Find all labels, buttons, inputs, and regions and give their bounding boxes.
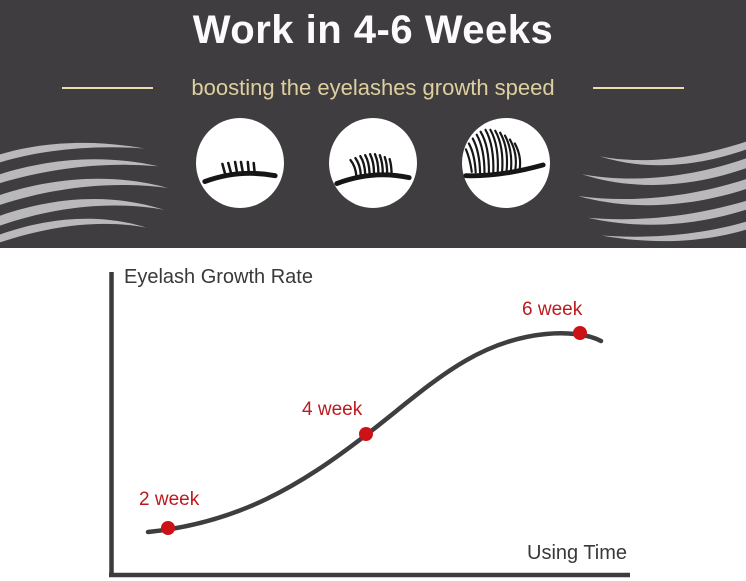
lash-stage-2-medium-icon — [329, 118, 417, 208]
growth-curve — [145, 331, 604, 535]
y-axis-title: Eyelash Growth Rate — [124, 266, 313, 288]
subtitle-rule-left — [62, 87, 154, 89]
lash-stage-1-short-icon — [196, 118, 284, 208]
subtitle-row: boosting the eyelashes growth speed — [0, 74, 746, 102]
x-axis-title: Using Time — [527, 542, 628, 564]
lash-stage-3-long-icon — [462, 118, 550, 208]
data-point-6-week — [573, 326, 587, 340]
header-banner: Work in 4-6 Weeks boosting the eyelashes… — [0, 0, 746, 248]
point-label-4-week: 4 week — [302, 399, 363, 420]
page-title: Work in 4-6 Weeks — [192, 8, 554, 52]
data-point-2-week — [161, 521, 175, 535]
lash-swoosh-right-icon — [577, 141, 746, 242]
growth-curve-plot — [109, 272, 630, 578]
lash-growth-stages — [0, 118, 746, 208]
point-label-6-week: 6 week — [522, 299, 583, 320]
subtitle-rule-right — [592, 87, 684, 89]
point-label-2-week: 2 week — [139, 489, 200, 510]
lash-swoosh-left-icon — [0, 142, 169, 243]
growth-rate-chart: Eyelash Growth Rate Using Time 2 week 4 … — [0, 248, 746, 581]
data-point-4-week — [359, 427, 373, 441]
subtitle-text: boosting the eyelashes growth speed — [191, 75, 555, 100]
